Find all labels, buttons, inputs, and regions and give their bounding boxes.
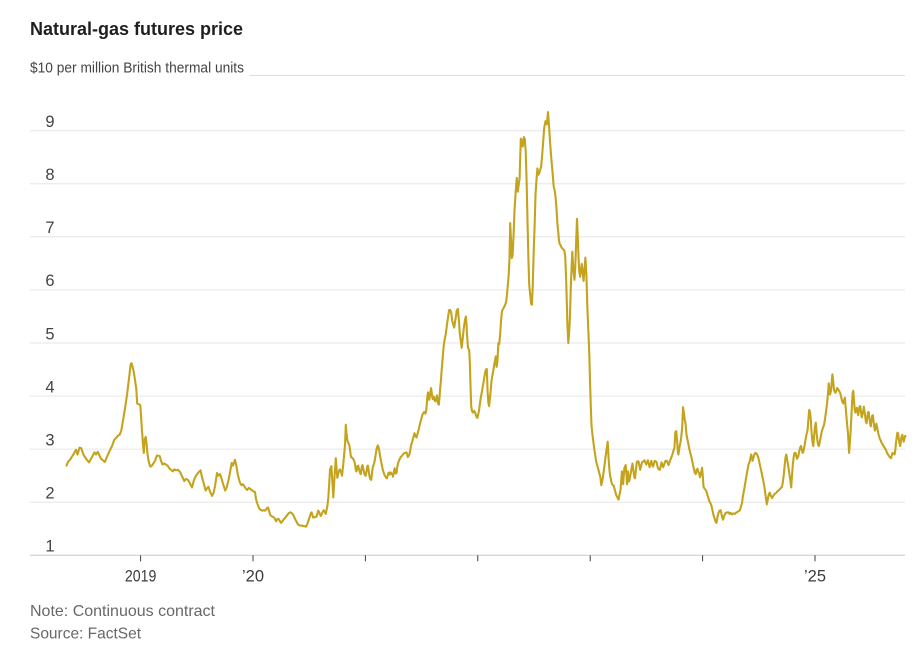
svg-text:8: 8 [45, 166, 54, 184]
svg-text:1: 1 [45, 538, 54, 556]
svg-text:2: 2 [45, 485, 54, 503]
svg-text:’20: ’20 [242, 567, 264, 585]
svg-text:Note: Continuous contract: Note: Continuous contract [30, 603, 216, 620]
svg-text:5: 5 [45, 325, 54, 343]
svg-text:$10 per million British therma: $10 per million British thermal units [30, 60, 244, 77]
svg-text:7: 7 [45, 219, 54, 237]
svg-text:3: 3 [45, 431, 54, 449]
svg-text:9: 9 [45, 113, 54, 131]
svg-text:’25: ’25 [804, 567, 826, 585]
svg-text:6: 6 [45, 272, 54, 290]
svg-text:Natural-gas futures price: Natural-gas futures price [30, 19, 243, 39]
svg-text:Source: FactSet: Source: FactSet [30, 626, 142, 642]
svg-text:4: 4 [45, 378, 54, 396]
svg-text:2019: 2019 [125, 567, 157, 585]
